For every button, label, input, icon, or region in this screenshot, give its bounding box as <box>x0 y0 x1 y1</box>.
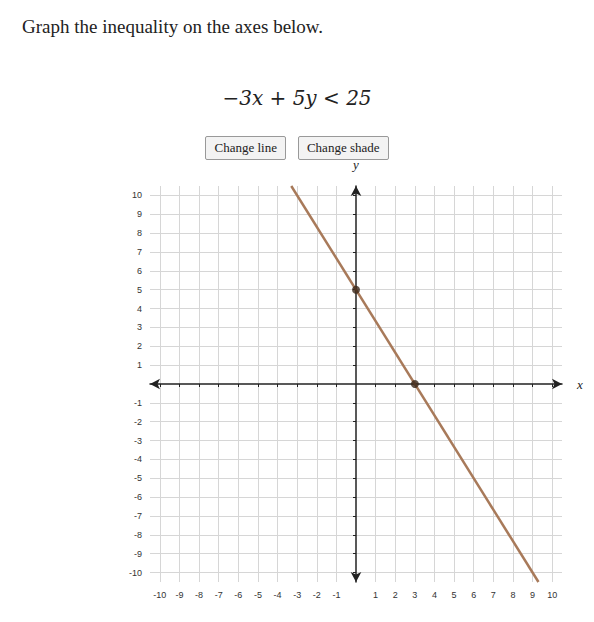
svg-text:-3: -3 <box>134 436 142 446</box>
svg-text:-7: -7 <box>134 511 142 521</box>
svg-text:-5: -5 <box>134 473 142 483</box>
svg-text:7: 7 <box>137 247 142 257</box>
svg-text:-3: -3 <box>293 590 301 600</box>
svg-text:1: 1 <box>137 360 142 370</box>
svg-text:-4: -4 <box>274 590 282 600</box>
html-text:Graph the inequality on the ax: Graph the inequality on the axes below. <box>22 16 324 37</box>
svg-text:10: 10 <box>547 590 557 600</box>
svg-text:-9: -9 <box>175 590 183 600</box>
svg-text:-6: -6 <box>234 590 242 600</box>
svg-text:-4: -4 <box>134 454 142 464</box>
svg-text:-10: -10 <box>129 568 142 578</box>
svg-text:-8: -8 <box>195 590 203 600</box>
svg-text:2: 2 <box>137 341 142 351</box>
html-text:−3x + 5y < 25: −3x + 5y < 25 <box>222 86 372 110</box>
svg-text:5: 5 <box>452 590 457 600</box>
svg-text:1: 1 <box>373 590 378 600</box>
svg-text:4: 4 <box>137 304 142 314</box>
svg-text:10: 10 <box>132 190 142 200</box>
svg-text:8: 8 <box>510 590 515 600</box>
svg-text:7: 7 <box>491 590 496 600</box>
svg-text:-10: -10 <box>153 590 166 600</box>
svg-text:y: y <box>353 157 359 172</box>
svg-text:-6: -6 <box>134 492 142 502</box>
html-text:Change line: Change line <box>214 140 277 155</box>
svg-text:-2: -2 <box>313 590 321 600</box>
svg-text:-1: -1 <box>332 590 340 600</box>
svg-text:2: 2 <box>393 590 398 600</box>
svg-text:-8: -8 <box>134 530 142 540</box>
html-text:Change shade: Change shade <box>307 140 380 155</box>
svg-text:-7: -7 <box>215 590 223 600</box>
svg-text:9: 9 <box>137 209 142 219</box>
svg-text:-5: -5 <box>254 590 262 600</box>
svg-text:-9: -9 <box>134 549 142 559</box>
svg-text:5: 5 <box>137 285 142 295</box>
svg-text:3: 3 <box>412 590 417 600</box>
svg-text:8: 8 <box>137 228 142 238</box>
svg-text:9: 9 <box>530 590 535 600</box>
svg-text:3: 3 <box>137 322 142 332</box>
svg-text:-1: -1 <box>134 398 142 408</box>
svg-text:x: x <box>576 377 583 392</box>
svg-text:4: 4 <box>432 590 437 600</box>
svg-text:6: 6 <box>137 266 142 276</box>
svg-text:6: 6 <box>471 590 476 600</box>
svg-text:-2: -2 <box>134 417 142 427</box>
